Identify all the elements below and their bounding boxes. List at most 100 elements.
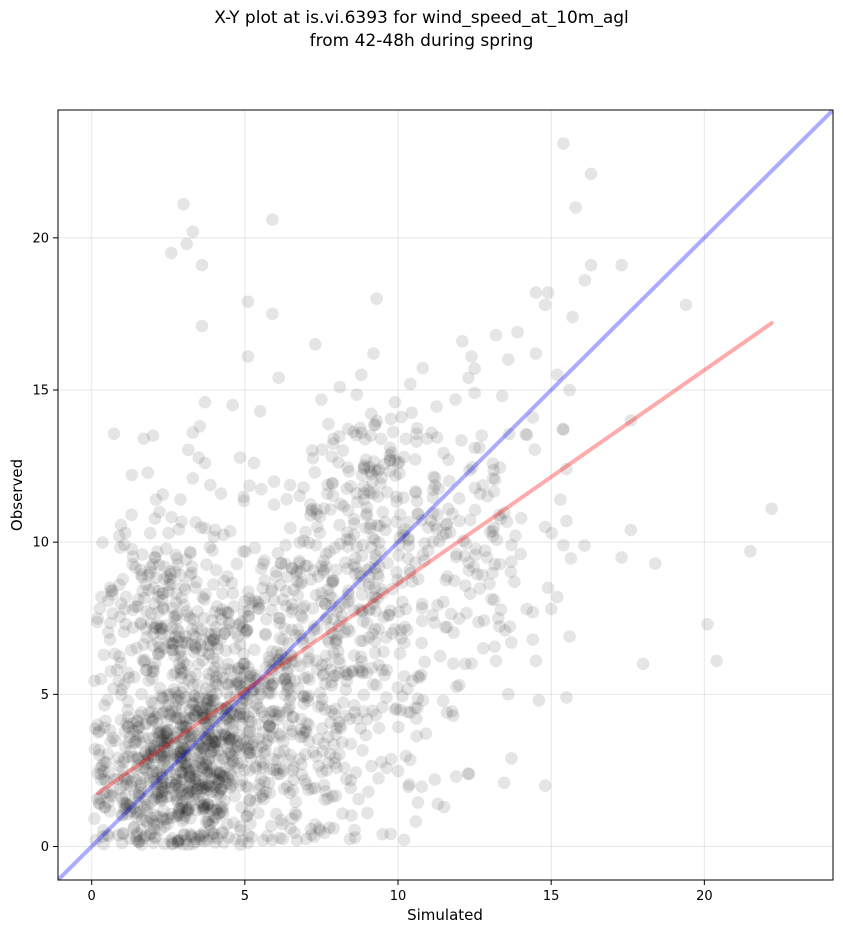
- data-point: [487, 463, 501, 477]
- data-point: [170, 622, 184, 636]
- data-point: [131, 789, 145, 802]
- data-point: [177, 720, 190, 734]
- data-point: [356, 604, 369, 617]
- data-point: [318, 703, 332, 716]
- data-point: [174, 750, 187, 764]
- data-point: [165, 246, 178, 260]
- data-point: [263, 718, 276, 732]
- data-point: [219, 701, 233, 715]
- data-point: [391, 573, 404, 587]
- data-point: [144, 811, 157, 825]
- data-point: [425, 426, 439, 440]
- data-point: [166, 668, 180, 682]
- data-point: [364, 465, 377, 478]
- data-point: [392, 720, 405, 734]
- data-point: [339, 556, 352, 569]
- data-point: [615, 551, 628, 564]
- data-point: [175, 758, 189, 772]
- data-point: [209, 714, 223, 728]
- data-point: [149, 571, 163, 584]
- data-point: [187, 793, 201, 806]
- data-point: [328, 541, 342, 555]
- data-point: [195, 258, 209, 272]
- data-point: [279, 656, 292, 670]
- data-point: [125, 508, 138, 522]
- data-point: [388, 453, 402, 467]
- data-point: [188, 581, 202, 594]
- data-point: [323, 747, 337, 761]
- data-point: [285, 623, 299, 637]
- data-point: [229, 833, 242, 846]
- data-point: [168, 630, 182, 643]
- data-point: [174, 661, 187, 675]
- data-point: [538, 779, 552, 792]
- data-point: [277, 735, 290, 748]
- data-point: [247, 683, 261, 696]
- data-point: [196, 781, 210, 795]
- data-point: [325, 450, 339, 464]
- data-point: [91, 612, 104, 625]
- data-point: [167, 746, 181, 759]
- data-point: [271, 753, 285, 767]
- data-point: [132, 835, 145, 849]
- data-point: [262, 776, 276, 790]
- data-point: [164, 781, 178, 795]
- data-point: [197, 798, 211, 811]
- data-point: [426, 491, 440, 504]
- data-point: [88, 722, 102, 735]
- data-point: [421, 544, 435, 557]
- data-point: [343, 533, 357, 546]
- data-point: [302, 689, 315, 702]
- data-point: [317, 566, 331, 579]
- data-point: [277, 673, 291, 686]
- data-point: [324, 716, 337, 729]
- data-point: [494, 603, 508, 617]
- data-point: [458, 549, 472, 563]
- data-point: [325, 576, 339, 590]
- data-point: [129, 725, 142, 738]
- data-point: [201, 798, 215, 811]
- data-point: [368, 623, 382, 636]
- data-point: [353, 603, 367, 616]
- data-point: [241, 746, 255, 760]
- data-point: [134, 736, 147, 749]
- data-point: [228, 626, 242, 640]
- data-point: [347, 699, 361, 712]
- data-point: [362, 460, 376, 474]
- data-point: [450, 547, 463, 561]
- data-point: [252, 602, 266, 616]
- data-point: [243, 746, 256, 759]
- data-point: [198, 395, 212, 409]
- data-point: [289, 655, 303, 668]
- data-point: [242, 743, 255, 756]
- data-point: [283, 753, 296, 767]
- data-point: [199, 711, 212, 724]
- data-point: [191, 605, 205, 618]
- data-point: [143, 773, 157, 787]
- data-point: [242, 714, 256, 728]
- data-point: [349, 552, 362, 565]
- data-point: [207, 652, 220, 665]
- data-point: [486, 529, 500, 543]
- data-point: [274, 762, 287, 775]
- data-point: [199, 755, 212, 768]
- data-point: [148, 744, 162, 757]
- data-point: [270, 763, 283, 777]
- data-point: [186, 678, 200, 692]
- data-point: [341, 622, 355, 636]
- data-point: [165, 643, 179, 657]
- data-point: [287, 583, 301, 597]
- data-point: [355, 665, 369, 678]
- data-point: [178, 583, 192, 596]
- data-point: [560, 462, 573, 476]
- data-point: [293, 554, 306, 568]
- data-point: [560, 514, 573, 528]
- data-point: [183, 703, 197, 717]
- data-point: [449, 550, 463, 564]
- data-point: [443, 526, 457, 539]
- data-point: [264, 663, 277, 676]
- data-point: [399, 432, 413, 446]
- data-point: [121, 666, 135, 680]
- data-point: [203, 634, 217, 648]
